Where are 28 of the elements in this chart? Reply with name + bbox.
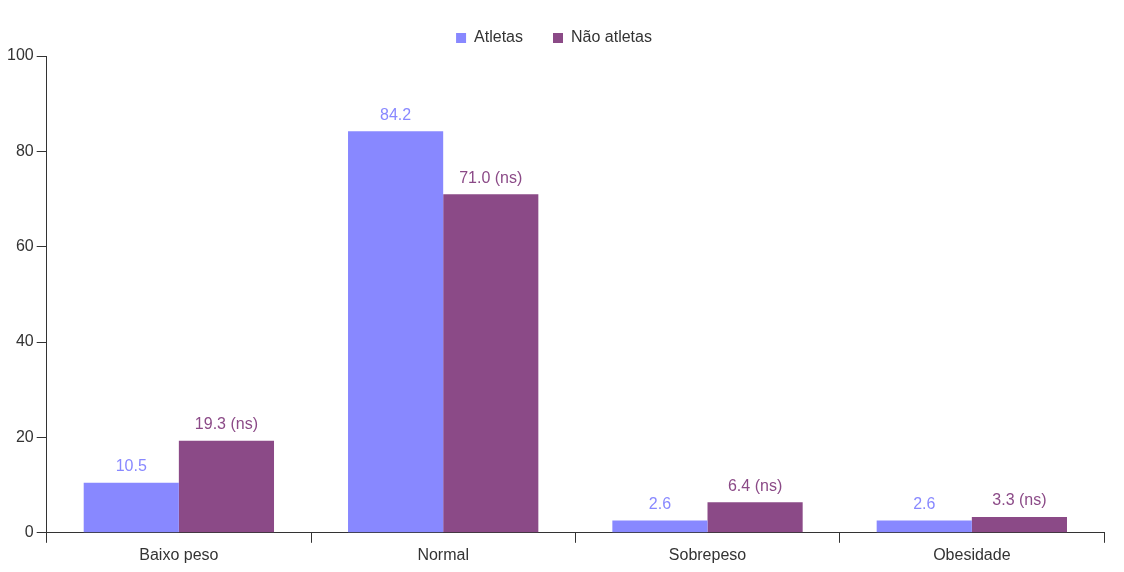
data-label: 2.6 — [913, 494, 936, 512]
y-tick-label: 0 — [24, 523, 34, 541]
y-tick-label: 20 — [15, 427, 34, 445]
bar — [83, 482, 179, 533]
bar — [707, 502, 803, 533]
bar — [876, 520, 972, 533]
y-tick-label: 100 — [6, 46, 34, 64]
data-label: 6.4 (ns) — [727, 476, 783, 494]
bar — [178, 440, 275, 533]
data-label: 2.6 — [648, 494, 672, 512]
bar — [348, 131, 444, 533]
x-tick-label: Baixo peso — [139, 545, 219, 563]
data-label: 71.0 (ns) — [459, 168, 523, 186]
data-label: 84.2 — [380, 105, 412, 123]
bar — [971, 517, 1067, 533]
y-tick-label: 60 — [15, 237, 34, 255]
x-tick-label: Normal — [417, 545, 469, 563]
legend-label: Atletas — [474, 28, 523, 46]
y-tick-label: 40 — [15, 332, 34, 350]
data-label: 19.3 (ns) — [194, 415, 259, 433]
x-tick-label: Obesidade — [933, 545, 1011, 563]
bar — [612, 520, 708, 533]
data-label: 3.3 (ns) — [992, 491, 1047, 509]
x-tick-label: Sobrepeso — [668, 545, 747, 563]
legend-label: Não atletas — [570, 28, 652, 46]
y-tick-label: 80 — [15, 141, 34, 159]
bar — [443, 194, 539, 533]
data-label: 10.5 — [115, 457, 147, 475]
